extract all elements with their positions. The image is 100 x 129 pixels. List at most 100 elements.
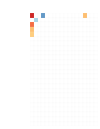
Bar: [79, 65, 83, 70]
Bar: [75, 65, 79, 70]
Bar: [41, 74, 45, 79]
Bar: [41, 46, 45, 51]
Bar: [56, 60, 60, 65]
Bar: [34, 22, 38, 27]
Bar: [49, 70, 53, 74]
Bar: [68, 22, 72, 27]
Bar: [38, 79, 41, 84]
Bar: [49, 60, 53, 65]
Bar: [41, 60, 45, 65]
Bar: [56, 103, 60, 107]
Bar: [64, 70, 68, 74]
Bar: [60, 13, 64, 18]
Bar: [64, 103, 68, 107]
Bar: [34, 46, 38, 51]
Bar: [60, 60, 64, 65]
Bar: [83, 18, 87, 22]
Bar: [90, 112, 94, 117]
Bar: [30, 37, 34, 41]
Bar: [72, 117, 75, 122]
Bar: [38, 55, 41, 60]
Bar: [45, 65, 49, 70]
Bar: [72, 18, 75, 22]
Bar: [30, 112, 34, 117]
Bar: [41, 89, 45, 93]
Bar: [90, 41, 94, 46]
Bar: [56, 51, 60, 55]
Bar: [94, 32, 98, 37]
Bar: [72, 27, 75, 32]
Bar: [94, 60, 98, 65]
Bar: [38, 117, 41, 122]
Bar: [64, 89, 68, 93]
Bar: [45, 103, 49, 107]
Bar: [41, 103, 45, 107]
Bar: [75, 89, 79, 93]
Bar: [94, 93, 98, 98]
Bar: [56, 65, 60, 70]
Bar: [83, 107, 87, 112]
Bar: [72, 103, 75, 107]
Bar: [60, 70, 64, 74]
Bar: [53, 84, 56, 89]
Bar: [41, 41, 45, 46]
Bar: [53, 112, 56, 117]
Bar: [53, 89, 56, 93]
Bar: [87, 79, 90, 84]
Bar: [94, 55, 98, 60]
Bar: [72, 51, 75, 55]
Bar: [75, 70, 79, 74]
Bar: [94, 103, 98, 107]
Bar: [41, 112, 45, 117]
Bar: [75, 112, 79, 117]
Bar: [41, 117, 45, 122]
Bar: [41, 51, 45, 55]
Bar: [94, 122, 98, 126]
Bar: [30, 22, 34, 27]
Bar: [64, 60, 68, 65]
Bar: [75, 37, 79, 41]
Bar: [90, 18, 94, 22]
Bar: [49, 22, 53, 27]
Bar: [75, 107, 79, 112]
Bar: [38, 84, 41, 89]
Bar: [53, 79, 56, 84]
Bar: [75, 84, 79, 89]
Bar: [90, 84, 94, 89]
Bar: [30, 89, 34, 93]
Bar: [83, 103, 87, 107]
Bar: [49, 41, 53, 46]
Bar: [83, 55, 87, 60]
Bar: [94, 70, 98, 74]
Bar: [56, 112, 60, 117]
Bar: [45, 41, 49, 46]
Bar: [64, 117, 68, 122]
Bar: [34, 122, 38, 126]
Bar: [41, 32, 45, 37]
Bar: [79, 60, 83, 65]
Bar: [87, 74, 90, 79]
Bar: [87, 51, 90, 55]
Bar: [94, 79, 98, 84]
Bar: [34, 27, 38, 32]
Bar: [30, 122, 34, 126]
Bar: [64, 32, 68, 37]
Bar: [68, 84, 72, 89]
Bar: [60, 32, 64, 37]
Bar: [94, 117, 98, 122]
Bar: [83, 32, 87, 37]
Bar: [41, 22, 45, 27]
Bar: [49, 37, 53, 41]
Bar: [90, 117, 94, 122]
Bar: [34, 65, 38, 70]
Bar: [45, 79, 49, 84]
Bar: [75, 22, 79, 27]
Bar: [34, 70, 38, 74]
Bar: [75, 117, 79, 122]
Bar: [68, 18, 72, 22]
Bar: [79, 122, 83, 126]
Bar: [53, 98, 56, 103]
Bar: [64, 18, 68, 22]
Bar: [83, 41, 87, 46]
Bar: [38, 60, 41, 65]
